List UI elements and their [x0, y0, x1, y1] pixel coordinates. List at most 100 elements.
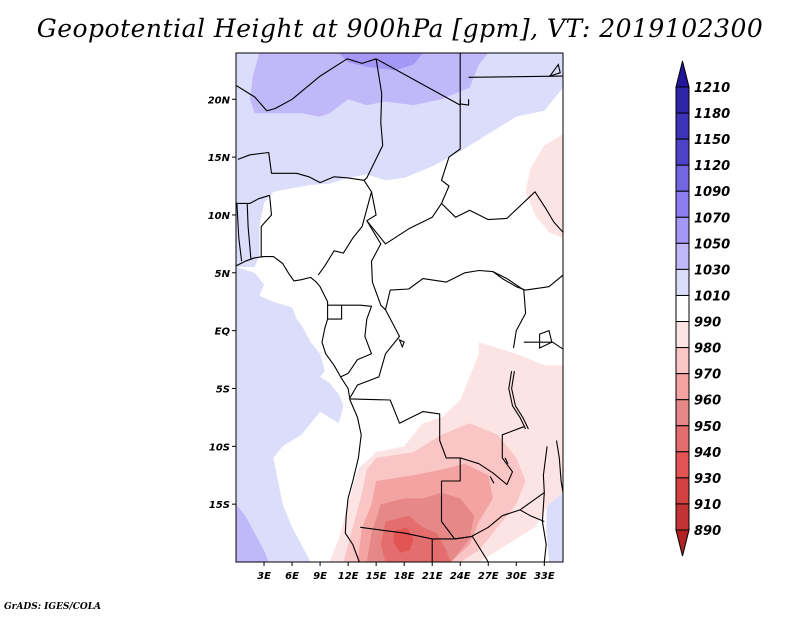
- x-tick-label: 12E: [338, 571, 359, 582]
- y-tick-label: 5S: [216, 384, 230, 395]
- colorbar: 1210 1180 1150 1120 1090 1070 1050 1030 1010 990 9…: [675, 60, 730, 557]
- x-tick-label: 33E: [534, 571, 555, 582]
- colorbar-swatch: [675, 138, 690, 166]
- border-line: [236, 194, 270, 204]
- colorbar-swatch: [675, 477, 690, 505]
- y-tick-label: EQ: [215, 327, 231, 338]
- colorbar-swatch: [675, 86, 690, 114]
- border-line: [454, 446, 548, 540]
- colorbar-swatch: [675, 321, 690, 349]
- colorbar-swatch: [675, 347, 690, 375]
- colorbar-label: 1120: [694, 159, 730, 174]
- lake-outline: [489, 476, 495, 484]
- border-line: [327, 304, 343, 320]
- colorbar-swatch: [675, 216, 690, 244]
- colorbar-label: 1010: [694, 289, 730, 304]
- border-line: [460, 426, 524, 486]
- chart-title: Geopotential Height at 900hPa [gpm], VT:…: [36, 14, 764, 43]
- contour-fills: [236, 53, 563, 562]
- colorbar-extend-min: [675, 529, 690, 557]
- x-tick-label: 6E: [285, 571, 299, 582]
- lake-outline: [539, 329, 553, 349]
- x-tick-label: 30E: [506, 571, 527, 582]
- y-tick-label: 15N: [208, 153, 231, 164]
- colorbar-swatch: [675, 242, 690, 270]
- border-line: [349, 398, 461, 482]
- colorbar-swatch: [675, 503, 690, 531]
- x-tick-label: 27E: [478, 571, 499, 582]
- x-tick-label: 3E: [257, 571, 271, 582]
- border-line: [363, 58, 384, 181]
- region-1030-1050-sahara: [250, 53, 489, 117]
- colorbar-label: 990: [694, 316, 721, 331]
- country-borders: [236, 53, 563, 562]
- border-line: [541, 492, 547, 562]
- colorbar-swatch: [675, 112, 690, 140]
- y-tick-label: 10N: [208, 211, 231, 222]
- colorbar-label: 1030: [694, 263, 730, 278]
- colorbar-label: 980: [694, 342, 721, 357]
- colorbar-label: 950: [694, 420, 721, 435]
- colorbar-label: 1070: [694, 211, 730, 226]
- border-line: [340, 304, 373, 378]
- colorbar-label: 1210: [694, 81, 730, 96]
- colorbar-label: 1090: [694, 185, 730, 200]
- colorbar-swatch: [675, 425, 690, 453]
- border-line: [512, 290, 527, 349]
- colorbar-label: 910: [694, 498, 721, 513]
- border-line: [236, 256, 362, 562]
- border-line: [366, 191, 386, 311]
- colorbar-swatch: [675, 399, 690, 427]
- lake-outline: [398, 338, 405, 349]
- border-line: [246, 203, 252, 259]
- colorbar-swatch: [675, 268, 690, 296]
- border-line: [349, 309, 401, 398]
- colorbar-label: 1180: [694, 107, 730, 122]
- lake-outline: [504, 457, 509, 464]
- colorbar-label: 940: [694, 446, 721, 461]
- border-line: [360, 481, 456, 540]
- border-line: [511, 371, 529, 430]
- x-tick-label: 9E: [313, 571, 327, 582]
- colorbar-swatch: [675, 373, 690, 401]
- x-tick-label: 21E: [422, 571, 443, 582]
- x-axis: 3E 6E 9E 12E 15E 18E 21E 24E 27E 30E 33E: [257, 562, 555, 582]
- border-line: [384, 269, 525, 310]
- footer-credit: GrADS: IGES/COLA: [4, 602, 102, 612]
- colorbar-swatch: [675, 451, 690, 479]
- border-line: [236, 58, 377, 112]
- colorbar-label: 1050: [694, 237, 730, 252]
- border-line: [236, 203, 243, 262]
- border-line: [555, 440, 563, 493]
- border-line: [260, 195, 273, 257]
- colorbar-swatch: [675, 294, 690, 323]
- y-tick-label: 5N: [215, 269, 231, 280]
- region-1010-1030-se: [546, 492, 563, 562]
- border-line: [492, 271, 563, 291]
- colorbar-label: 1150: [694, 133, 730, 148]
- y-tick-label: 15S: [209, 500, 230, 511]
- y-tick-label: 20N: [208, 95, 231, 106]
- x-tick-label: 18E: [394, 571, 415, 582]
- colorbar-extend-max: [675, 60, 690, 88]
- colorbar-label: 890: [694, 524, 721, 539]
- region-980-990-ne: [525, 134, 563, 239]
- y-axis: 20N 15N 10N 5N EQ 5S 10S 15S: [208, 95, 236, 511]
- border-line: [459, 53, 470, 106]
- region-1010-1030-atlantic: [236, 267, 344, 562]
- border-line: [317, 179, 373, 276]
- border-line: [468, 75, 563, 78]
- border-line: [237, 151, 365, 184]
- border-line: [366, 103, 461, 245]
- colorbar-label: 960: [694, 394, 721, 409]
- border-line: [454, 535, 489, 562]
- y-tick-label: 10S: [209, 442, 230, 453]
- border-line: [523, 341, 563, 350]
- region-940-950: [380, 515, 451, 562]
- lake-outline: [548, 63, 561, 78]
- border-line: [519, 509, 545, 523]
- colorbar-swatch: [675, 190, 690, 218]
- x-tick-label: 24E: [450, 571, 471, 582]
- colorbar-label: 970: [694, 368, 721, 383]
